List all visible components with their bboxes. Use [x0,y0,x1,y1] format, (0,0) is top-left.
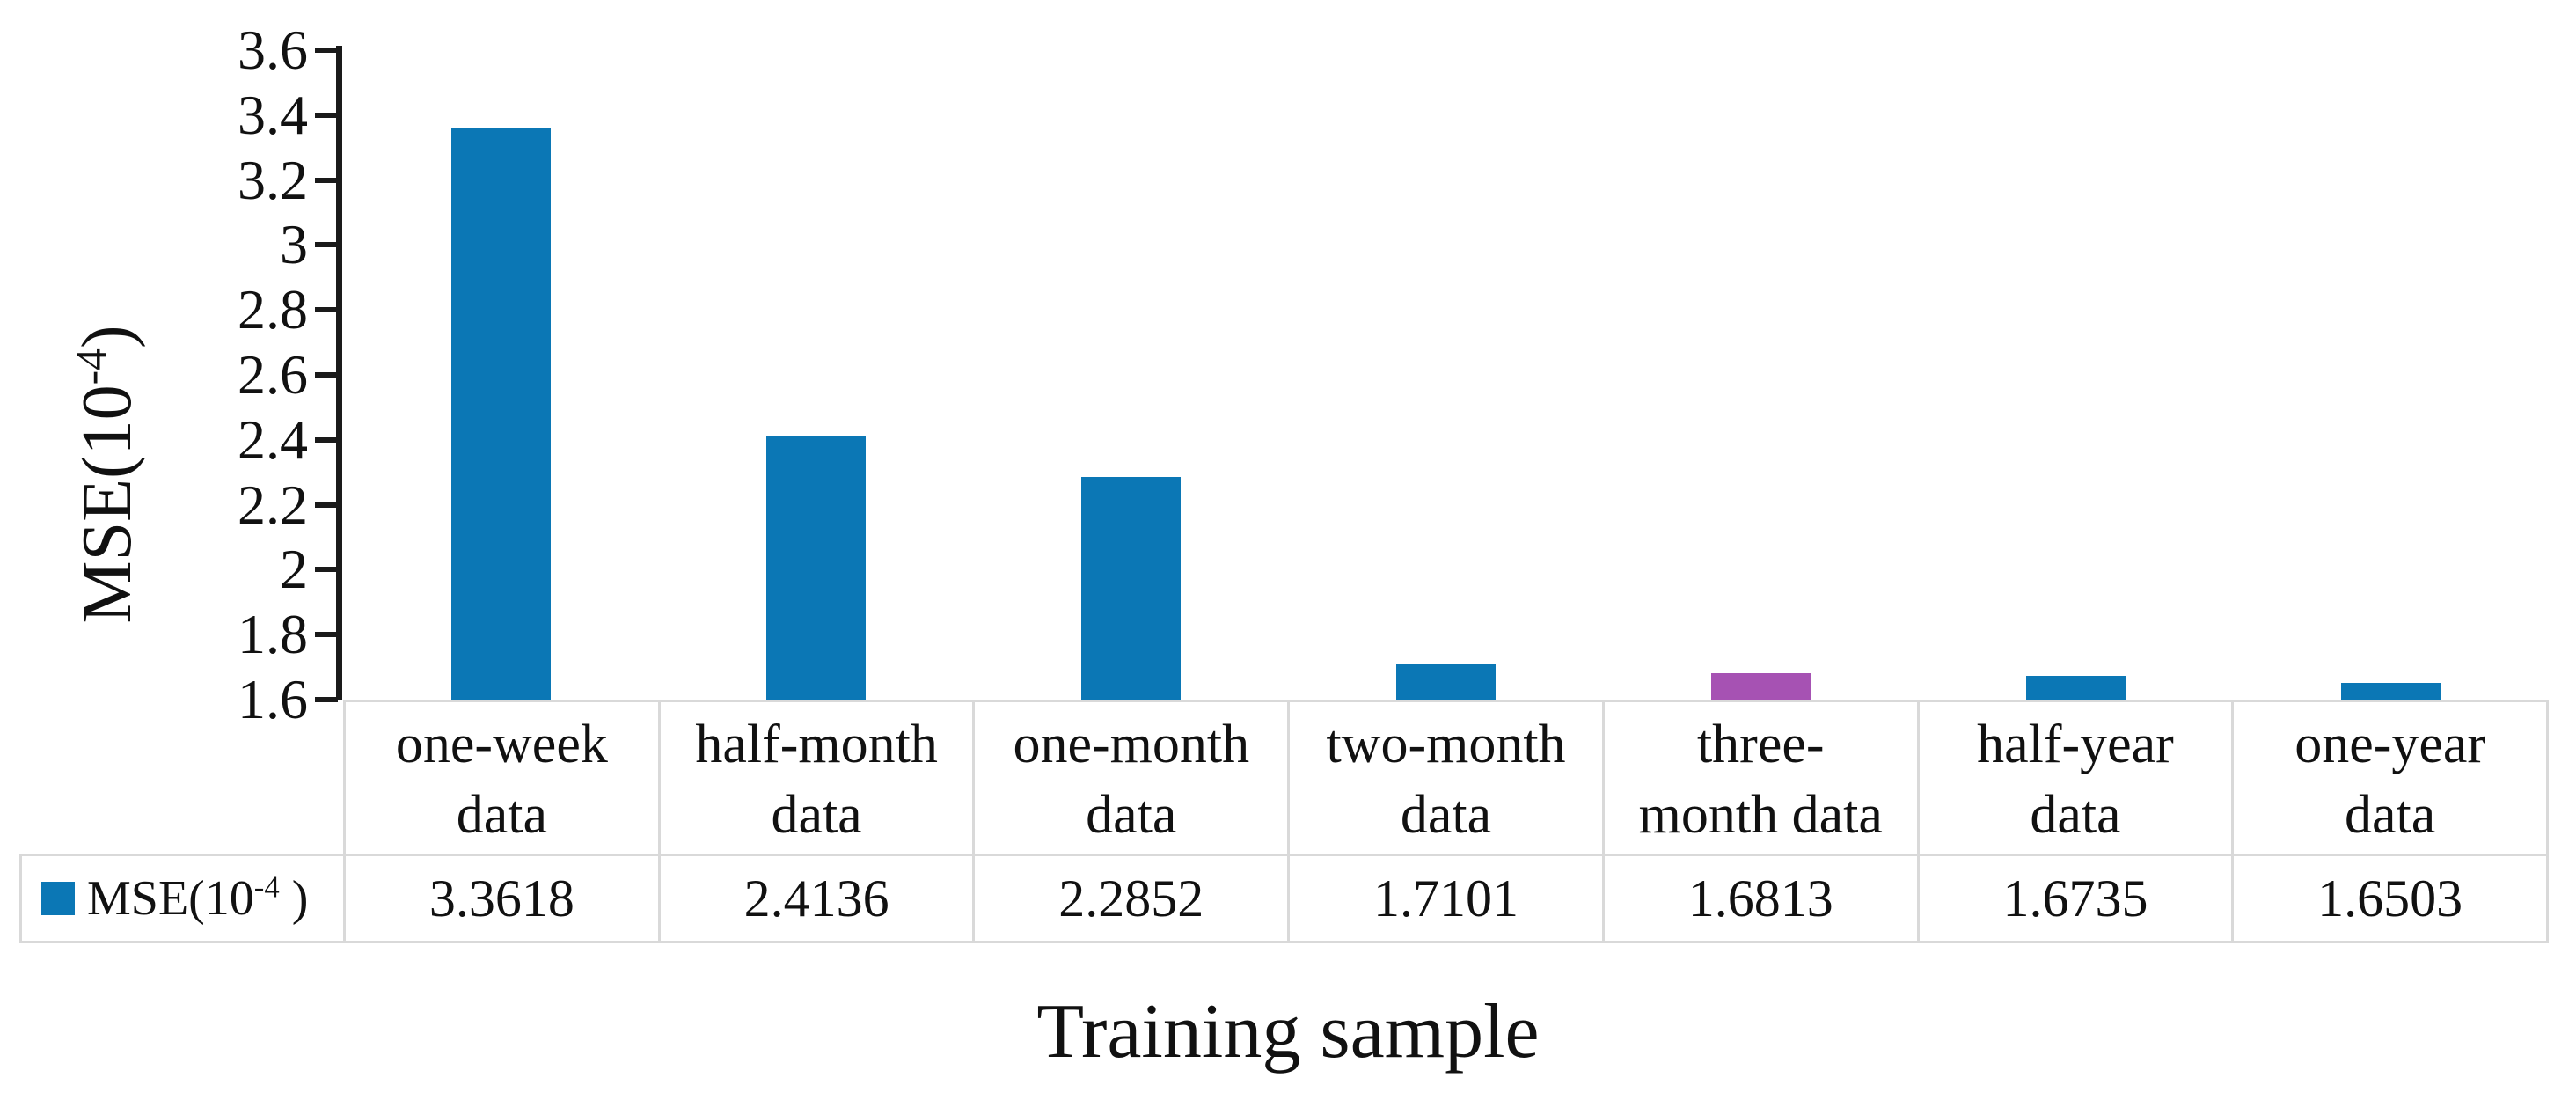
y-tick-mark [315,502,338,508]
legend-label-text: MSE(10 [87,871,254,926]
y-tick-label: 1.8 [238,603,308,666]
legend-label-close: ) [279,871,309,926]
y-tick-mark [315,632,338,638]
y-tick-mark [315,436,338,443]
value-cell-one-year-data: 1.6503 [2234,856,2550,941]
y-tick-label: 3.4 [238,83,308,146]
value-cell-two-month-data: 1.7101 [1290,856,1605,941]
category-label-line: half-month [695,715,938,774]
category-label-line: month data [1638,785,1883,845]
value-cell-one-week-data: 3.3618 [346,856,661,941]
y-tick-mark [315,307,338,313]
bar-one-month-data [1080,477,1181,700]
y-tick-mark [315,48,338,53]
y-tick-mark [315,112,338,118]
y-tick-label: 2.4 [238,407,308,471]
category-label-line: three- [1696,715,1825,774]
y-tick-label: 2.8 [238,278,308,341]
bar-half-year-data [2026,675,2126,700]
category-cell-half-month-data: half-month data [661,702,976,854]
x-axis-title: Training sample [1036,989,1540,1074]
category-header-row: one-week data half-month data one-month data t… [343,700,2550,854]
category-label-line: one-month [1013,715,1250,774]
legend-cell: MSE(10-4 ) [22,856,346,941]
category-cell-one-month-data: one-month data [975,702,1291,854]
bar-half-month-data [765,435,866,700]
category-cell-three-month-data: three-month data [1605,702,1920,854]
category-label-line: data [456,785,547,845]
value-cell-one-month-data: 2.2852 [975,856,1291,941]
y-tick-label: 3 [280,213,308,276]
category-label-line: data [1400,785,1492,845]
category-label-line: two-month [1326,715,1566,774]
bar-one-year-data [2341,683,2441,700]
y-tick-mark [315,567,338,573]
bar-three-month-data [1711,673,1811,700]
category-label-line: one-year [2294,715,2486,774]
y-tick-mark [315,177,338,183]
y-tick-mark [315,697,338,702]
data-table-value-row: MSE(10-4 ) 3.3618 2.4136 2.2852 1.7101 1.681… [19,854,2550,943]
y-tick-label: 2.2 [238,473,308,536]
bar-one-week-data [450,127,551,700]
y-tick-label: 2 [280,538,308,601]
legend-label-superscript: -4 [253,869,280,905]
value-cell-three-month-data: 1.6813 [1605,856,1920,941]
value-cell-half-year-data: 1.6735 [1920,856,2235,941]
category-label-line: half-year [1977,715,2174,774]
y-axis-line [336,46,342,700]
legend-swatch-icon [41,882,75,915]
y-tick-mark [315,242,338,248]
legend-label: MSE(10-4 ) [87,870,308,927]
y-tick-label: 3.2 [238,148,308,211]
category-label-line: data [1086,785,1177,845]
category-label-line: data [2345,785,2436,845]
category-label-line: data [771,785,862,845]
category-cell-one-year-data: one-year data [2234,702,2550,854]
category-cell-half-year-data: half-year data [1920,702,2235,854]
category-label-line: one-week [395,715,608,774]
category-label-line: data [2030,785,2121,845]
y-tick-label: 2.6 [238,343,308,406]
value-cell-half-month-data: 2.4136 [661,856,976,941]
category-cell-two-month-data: two-month data [1290,702,1605,854]
bar-two-month-data [1396,664,1496,700]
y-tick-label: 3.6 [238,18,308,81]
y-tick-label: 1.6 [238,668,308,730]
category-cell-one-week-data: one-week data [346,702,661,854]
y-tick-mark [315,372,338,378]
